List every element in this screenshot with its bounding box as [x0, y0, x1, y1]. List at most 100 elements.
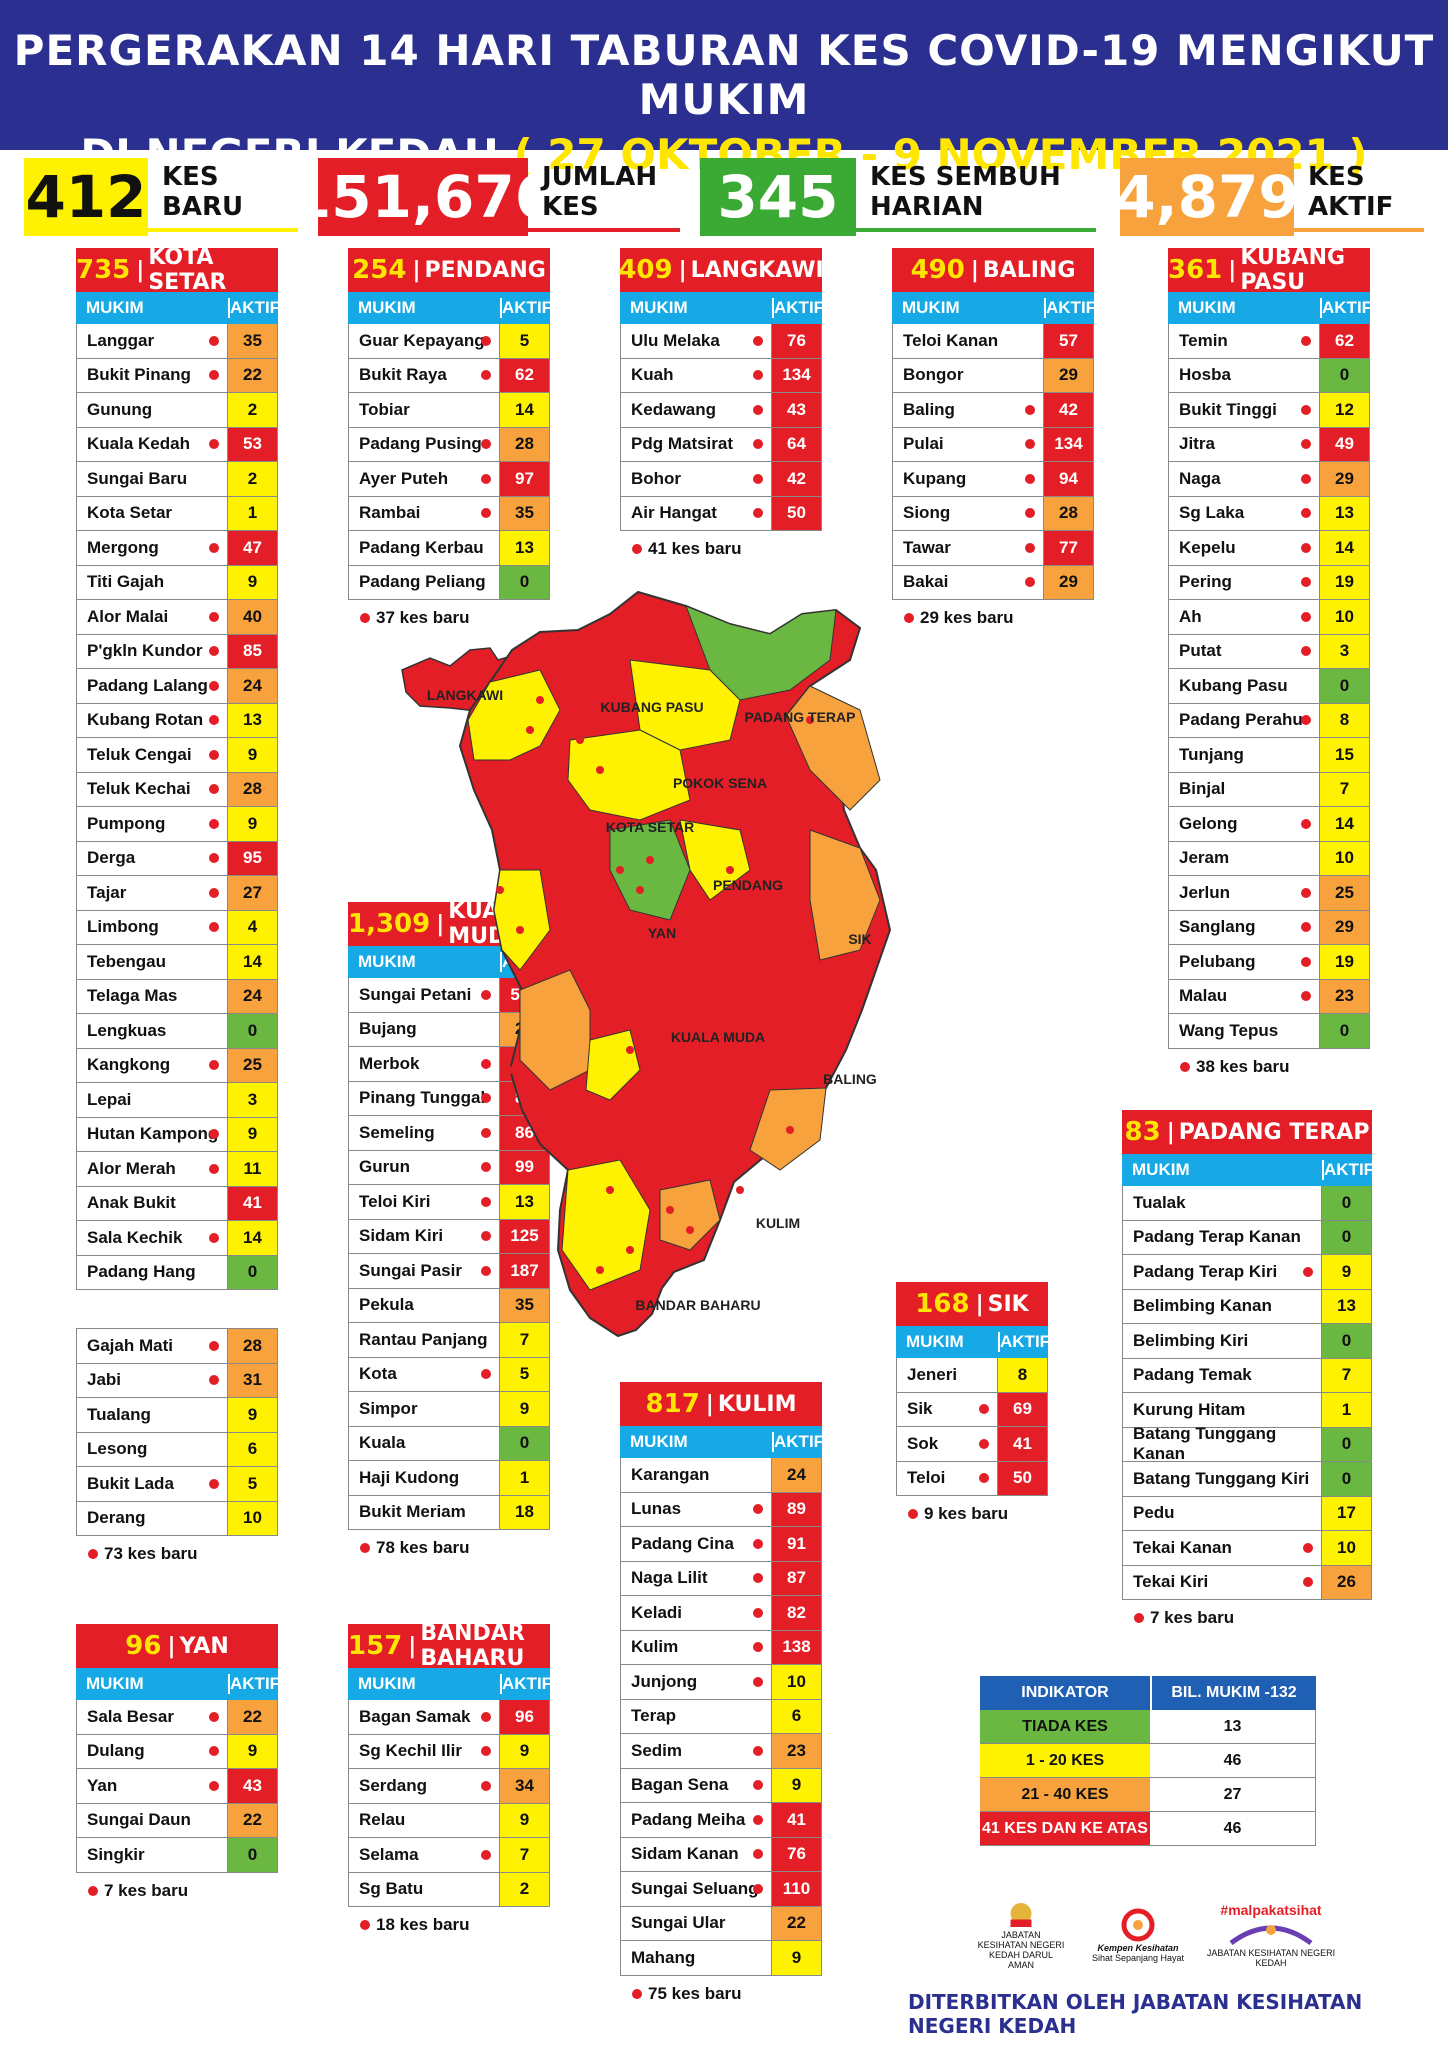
stat-label: JUMLAH KES	[528, 162, 680, 232]
table-row: Jeram 10	[1168, 841, 1370, 876]
mukim-name: Bagan Sena	[621, 1769, 771, 1803]
mukim-name: Padang Cina	[621, 1527, 771, 1561]
new-case-dot	[209, 853, 219, 864]
mukim-name: Kota	[349, 1358, 499, 1392]
aktif-value: 76	[771, 1837, 821, 1871]
indicator-legend: INDIKATOR BIL. MUKIM -132 TIADA KES 13 1 -…	[980, 1676, 1316, 1846]
district-panel-pendang: 254 | PENDANG MUKIM AKTIF Guar Kepayang 5 Buki…	[348, 248, 552, 628]
map-label-baling: BALING	[823, 1071, 877, 1087]
mukim-name: Baling	[893, 393, 1043, 427]
table-row: Pelubang 19	[1168, 945, 1370, 980]
mukim-name: Karangan	[631, 1464, 710, 1484]
mukim-name: Binjal	[1179, 779, 1226, 799]
map-case-dot	[586, 846, 594, 854]
table-row: Kulim 138	[620, 1630, 822, 1665]
aktif-value: 0	[1319, 669, 1369, 703]
aktif-value: 0	[1321, 1324, 1371, 1358]
table-row: Sungai Pasir 187	[348, 1254, 550, 1289]
mukim-name: Padang Pusing	[349, 428, 499, 462]
new-case-dot	[481, 1849, 491, 1860]
new-case-dot	[1301, 577, 1311, 588]
map-case-dot	[716, 916, 724, 924]
mukim-name: Pdg Matsirat	[621, 428, 771, 462]
aktif-value: 13	[499, 531, 549, 565]
map-region-orange-sik	[809, 829, 881, 961]
district-panel-kulim: 817 | KULIM MUKIM AKTIF Karangan 24 Lunas 89 Pad…	[620, 1382, 824, 2004]
mukim-name: Tualang	[87, 1404, 151, 1424]
table-row: Baling 42	[892, 393, 1094, 428]
new-case-dot	[209, 646, 219, 657]
mukim-name: Sungai Seluang	[621, 1872, 771, 1906]
aktif-value: 35	[499, 496, 549, 530]
mukim-name: Sidam Kiri	[349, 1220, 499, 1254]
aktif-value: 138	[771, 1630, 821, 1664]
table-row: Air Hangat 50	[620, 496, 822, 531]
mukim-name: Bukit Lada	[77, 1467, 227, 1501]
mukim-name: Batang Tunggang Kiri	[1133, 1468, 1310, 1488]
new-case-dot	[1301, 818, 1311, 829]
map-case-dot	[526, 726, 534, 734]
new-case-dot	[1301, 335, 1311, 346]
stat-3: 4,879 KES AKTIF	[1115, 158, 1424, 236]
table-row: Sungai Seluang 110	[620, 1872, 822, 1907]
stat-value: 4,879	[1115, 158, 1299, 236]
district-title: 409 | LANGKAWI	[618, 248, 824, 292]
mukim-name: Teloi	[897, 1462, 997, 1496]
mukim-name: Sg Batu	[359, 1879, 424, 1899]
table-row: Pekula 35	[348, 1288, 550, 1323]
mukim-name: Mahang	[631, 1947, 696, 1967]
table-row: Padang Terap Kanan 0	[1122, 1220, 1372, 1255]
aktif-value: 11	[227, 1152, 277, 1186]
table-row: Pulai 134	[892, 427, 1094, 462]
aktif-value: 89	[771, 1492, 821, 1526]
table-row: Bongor 29	[892, 358, 1094, 393]
table-row: Sungai Ular 22	[620, 1906, 822, 1941]
aktif-value: 14	[499, 393, 549, 427]
new-case-dot	[753, 439, 763, 450]
district-panel-baling: 490 | BALING MUKIM AKTIF Teloi Kanan 57 Bongor…	[892, 248, 1096, 628]
mukim-name: Alor Malai	[77, 600, 227, 634]
map-case-dot	[576, 736, 584, 744]
map-case-dot	[666, 1086, 674, 1094]
map-case-dot	[716, 1036, 724, 1044]
map-case-dot	[536, 696, 544, 704]
table-row: Junjong 10	[620, 1665, 822, 1700]
new-case-dot	[753, 335, 763, 346]
aktif-value: 29	[1319, 462, 1369, 496]
map-case-dot	[806, 716, 814, 724]
stat-value: 345	[700, 158, 856, 236]
table-row: Padang Lalang 24	[76, 669, 278, 704]
map-case-dot	[786, 986, 794, 994]
new-case-dot	[209, 611, 219, 622]
table-row: Sungai Daun 22	[76, 1803, 278, 1838]
mukim-name: Kubang Pasu	[1179, 675, 1288, 695]
mukim-name: Junjong	[621, 1665, 771, 1699]
new-case-dot	[1025, 439, 1035, 450]
map-case-dot	[666, 956, 674, 964]
map-case-dot	[636, 966, 644, 974]
mukim-name: Rantau Panjang	[359, 1329, 488, 1349]
aktif-value: 50	[997, 1461, 1047, 1495]
mukim-name: Naga Lilit	[621, 1562, 771, 1596]
aktif-value: 28	[1043, 496, 1093, 530]
mukim-name: Kulim	[621, 1631, 771, 1665]
mukim-name: Tajar	[77, 876, 227, 910]
mukim-name: Jabi	[77, 1364, 227, 1398]
mukim-name: Wang Tepus	[1179, 1020, 1279, 1040]
aktif-value: 23	[1319, 979, 1369, 1013]
aktif-value: 87	[771, 1561, 821, 1595]
table-row: Singkir 0	[76, 1838, 278, 1873]
map-case-dot	[506, 1066, 514, 1074]
table-row: Sok 41	[896, 1427, 1048, 1462]
mukim-name: Bukit Tinggi	[1169, 393, 1319, 427]
table-row: Naga 29	[1168, 462, 1370, 497]
mukim-name: P'gkln Kundor	[77, 635, 227, 669]
table-row: Bukit Raya 62	[348, 358, 550, 393]
table-row: Hosba 0	[1168, 358, 1370, 393]
district-panel-padang-terap: 83 | PADANG TERAP MUKIM AKTIF Tualak 0 Padang …	[1122, 1110, 1374, 1628]
table-row: Tebengau 14	[76, 945, 278, 980]
new-case-dot	[1025, 508, 1035, 519]
map-case-dot	[726, 766, 734, 774]
table-row: Bukit Pinang 22	[76, 358, 278, 393]
mukim-name: Merbok	[349, 1047, 499, 1081]
